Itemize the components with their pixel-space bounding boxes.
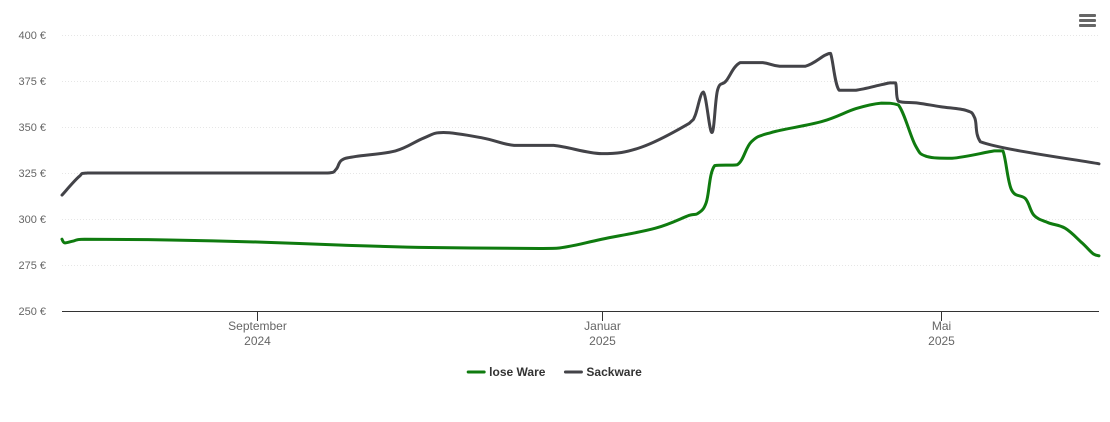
x-tick-year-label: 2025: [928, 334, 955, 348]
y-tick-label: 350 €: [18, 122, 46, 134]
y-tick-label: 400 €: [18, 30, 46, 42]
y-tick-label: 325 €: [18, 168, 46, 180]
chart-context-menu-button[interactable]: [1076, 12, 1100, 32]
series-lines: [60, 51, 1101, 258]
hamburger-menu-icon-bar: [1079, 14, 1096, 17]
x-tick-label: September: [228, 319, 287, 333]
gridlines: [62, 35, 1099, 266]
legend[interactable]: lose Ware Sackware: [466, 365, 642, 379]
legend-label: lose Ware: [489, 365, 546, 379]
x-tick-label: Mai: [932, 319, 951, 333]
hamburger-menu-icon-bar: [1079, 19, 1096, 22]
y-axis: 250 € 275 € 300 € 325 € 350 € 375 € 400 €: [18, 30, 46, 318]
legend-item-sackware[interactable]: Sackware: [563, 365, 642, 379]
x-tick-label: Januar: [584, 319, 621, 333]
legend-label: Sackware: [586, 365, 642, 379]
x-tick-year-label: 2024: [244, 334, 271, 348]
series-line-lose-ware[interactable]: [60, 101, 1101, 258]
hamburger-menu-icon-bar: [1079, 24, 1096, 27]
y-tick-label: 300 €: [18, 214, 46, 226]
y-tick-label: 250 €: [18, 306, 46, 318]
x-tick-year-label: 2025: [589, 334, 616, 348]
legend-item-lose-ware[interactable]: lose Ware: [466, 365, 546, 379]
y-tick-label: 375 €: [18, 76, 46, 88]
y-tick-label: 275 €: [18, 260, 46, 272]
series-line-sackware[interactable]: [60, 51, 1101, 197]
